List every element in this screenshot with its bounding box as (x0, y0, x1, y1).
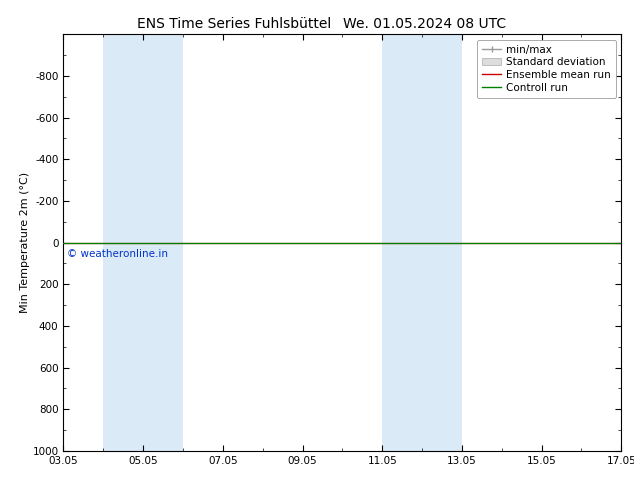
Text: ENS Time Series Fuhlsbüttel: ENS Time Series Fuhlsbüttel (138, 17, 332, 31)
Bar (382, 34, 462, 451)
Text: We. 01.05.2024 08 UTC: We. 01.05.2024 08 UTC (343, 17, 507, 31)
Y-axis label: Min Temperature 2m (°C): Min Temperature 2m (°C) (20, 172, 30, 313)
Legend: min/max, Standard deviation, Ensemble mean run, Controll run: min/max, Standard deviation, Ensemble me… (477, 40, 616, 98)
Text: © weatheronline.in: © weatheronline.in (67, 249, 169, 259)
Bar (103, 34, 183, 451)
